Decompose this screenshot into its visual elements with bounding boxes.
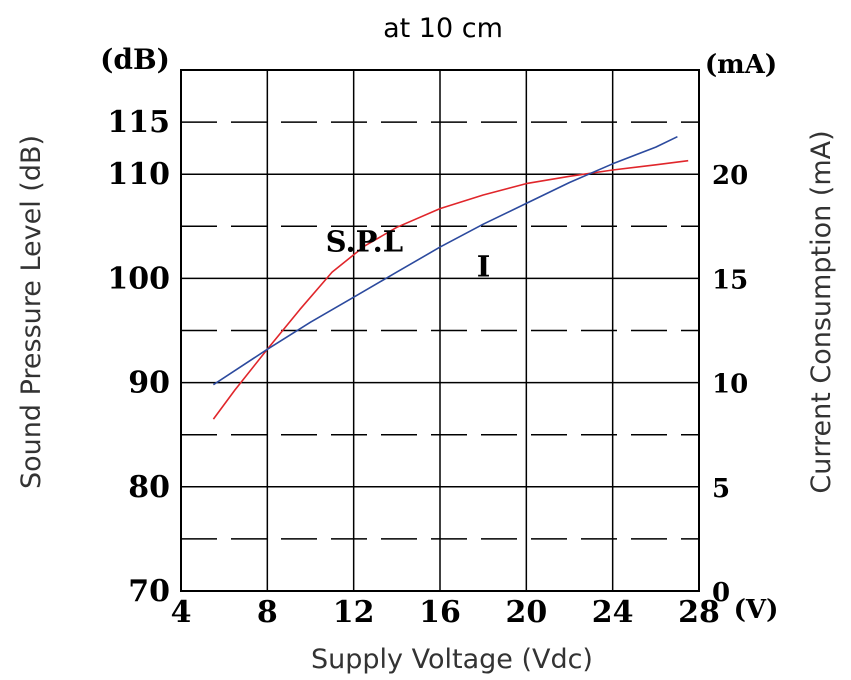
y-tick-label-left: 115 <box>107 105 170 140</box>
y-tick-label-left: 90 <box>128 366 170 401</box>
x-tick-label: 8 <box>257 595 278 630</box>
x-tick-label: 28 <box>678 595 720 630</box>
y-tick-label-left: 100 <box>107 261 170 296</box>
series-line-spl <box>212 159 689 420</box>
x-tick-label: 24 <box>592 595 634 630</box>
tick-labels: 4 8 12 16 20 24 28 70 80 90 100 110 115 0 5 10 15 20 <box>107 105 748 630</box>
series-labels: S.P.L I <box>326 224 491 283</box>
y-tick-label-right: 15 <box>712 265 748 295</box>
series-layer <box>212 135 689 420</box>
x-unit-label: (V) <box>734 595 779 625</box>
grid <box>180 69 700 592</box>
series-label-current: I <box>477 249 491 283</box>
x-tick-label: 12 <box>333 595 375 630</box>
series-line-current <box>212 135 678 386</box>
right-unit-label: (mA) <box>705 50 777 80</box>
y-tick-label-left: 80 <box>128 470 170 505</box>
x-tick-label: 16 <box>419 595 461 630</box>
y-tick-label-right: 10 <box>712 370 748 400</box>
y-tick-label-left: 110 <box>107 157 170 192</box>
x-tick-label: 4 <box>171 595 192 630</box>
x-axis-label: Supply Voltage (Vdc) <box>311 644 593 675</box>
y-tick-label-left: 70 <box>128 574 170 609</box>
left-unit-label: (dB) <box>100 43 170 76</box>
y-tick-label-right: 5 <box>712 474 730 504</box>
chart-title: at 10 cm <box>383 13 503 44</box>
y-axis-label-right: Current Consumption (mA) <box>806 130 837 493</box>
y-tick-label-right: 20 <box>712 161 748 191</box>
y-axis-label-left: Sound Pressure Level (dB) <box>16 135 47 489</box>
x-tick-label: 20 <box>505 595 547 630</box>
series-label-spl: S.P.L <box>326 224 404 258</box>
y-tick-label-right: 0 <box>712 578 730 608</box>
